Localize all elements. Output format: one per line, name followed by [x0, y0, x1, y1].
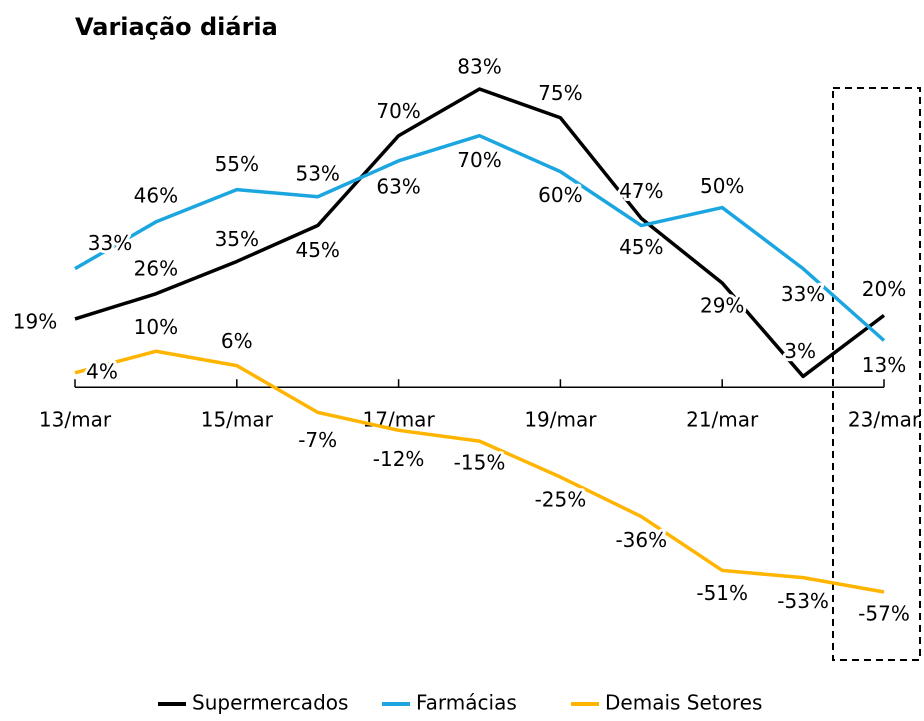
series-line	[74, 349, 885, 594]
data-label: -53%	[777, 589, 829, 613]
x-tick-label: 21/mar	[686, 408, 759, 432]
data-label: 70%	[376, 99, 420, 123]
data-label: 47%	[619, 179, 663, 203]
data-label: 33%	[781, 282, 825, 306]
x-tick-label: 23/mar	[848, 408, 921, 432]
data-label: -15%	[454, 451, 506, 475]
data-label: 70%	[457, 148, 501, 172]
data-label: 10%	[134, 315, 178, 339]
data-label: 26%	[134, 256, 178, 280]
data-label: 13%	[862, 353, 906, 377]
legend: Supermercados Farmácias Demais Setores	[158, 691, 762, 715]
data-label: 53%	[295, 161, 339, 185]
legend-label: Supermercados	[192, 691, 348, 715]
x-tick-label: 17/mar	[363, 408, 436, 432]
data-label: -51%	[696, 581, 748, 605]
x-tick-label: 13/mar	[39, 408, 112, 432]
data-label: 29%	[700, 294, 744, 318]
data-label: 4%	[86, 359, 118, 383]
data-label: 63%	[376, 174, 420, 198]
highlight-box	[832, 87, 921, 661]
data-label: 46%	[134, 183, 178, 207]
data-label: 75%	[538, 81, 582, 105]
series-line	[74, 87, 886, 379]
data-label: 55%	[215, 152, 259, 176]
data-label: -36%	[615, 528, 667, 552]
data-label: -25%	[535, 488, 587, 512]
data-label: -57%	[858, 602, 910, 626]
series-line	[74, 133, 886, 342]
data-label: -7%	[298, 428, 337, 452]
data-label: 33%	[88, 231, 132, 255]
legend-label: Demais Setores	[605, 691, 762, 715]
x-tick-label: 15/mar	[201, 408, 274, 432]
data-label: 45%	[619, 235, 663, 259]
data-label: 6%	[221, 329, 253, 353]
legend-label: Farmácias	[416, 691, 517, 715]
data-label: 3%	[784, 339, 816, 363]
data-label: 45%	[295, 238, 339, 262]
data-label: 20%	[862, 277, 906, 301]
data-label: 35%	[215, 227, 259, 251]
x-tick-label: 19/mar	[524, 408, 597, 432]
data-label: 50%	[700, 174, 744, 198]
data-label: -12%	[373, 447, 425, 471]
chart-title: Variação diária	[75, 13, 278, 41]
data-label: 19%	[13, 309, 57, 333]
data-label: 83%	[457, 55, 501, 79]
data-label: 60%	[538, 183, 582, 207]
